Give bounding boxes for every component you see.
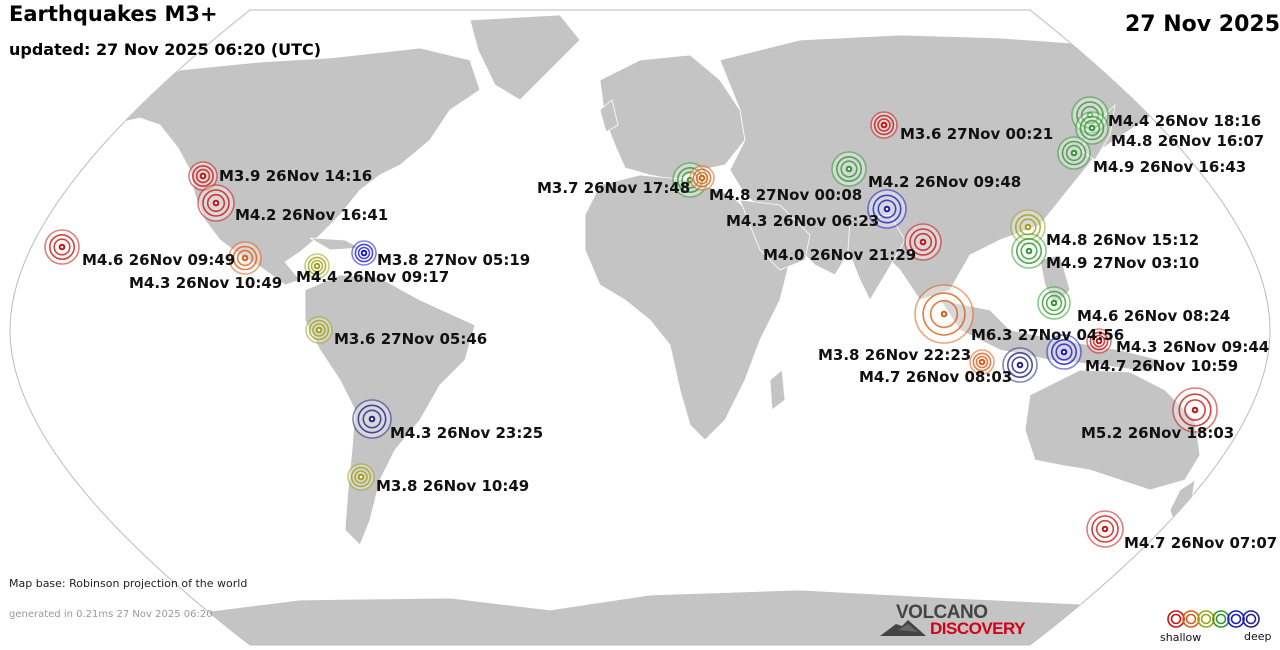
earthquake-marker[interactable]: [914, 284, 974, 344]
philippines-landmass: [1039, 254, 1071, 306]
earthquake-marker[interactable]: [867, 189, 907, 229]
quake-label[interactable]: M4.7 26Nov 10:59: [1085, 357, 1239, 375]
earthquake-marker[interactable]: [44, 229, 80, 265]
earthquake-marker[interactable]: [1172, 387, 1218, 433]
legend-deep-label: deep: [1244, 630, 1272, 643]
quake-label[interactable]: M4.7 26Nov 07:07: [1124, 534, 1278, 552]
earthquake-marker[interactable]: [304, 253, 330, 279]
earthquake-marker[interactable]: [305, 316, 333, 344]
quake-label[interactable]: M3.6 27Nov 05:46: [334, 330, 488, 348]
arabia-landmass: [739, 199, 811, 271]
map-base-note: Map base: Robinson projection of the wor…: [9, 577, 248, 590]
earthquake-marker[interactable]: [197, 184, 235, 222]
quake-label[interactable]: M4.3 26Nov 23:25: [390, 424, 544, 442]
quake-label[interactable]: M4.9 27Nov 03:10: [1046, 254, 1200, 272]
quake-label[interactable]: M4.3 26Nov 09:44: [1116, 338, 1270, 356]
north-america-landmass: [89, 47, 481, 286]
earthquake-marker[interactable]: [1086, 328, 1112, 354]
earthquake-marker[interactable]: [1057, 136, 1091, 170]
earthquake-marker[interactable]: [347, 463, 375, 491]
earthquake-marker[interactable]: [1011, 233, 1047, 269]
earthquake-marker[interactable]: [228, 241, 262, 275]
australia-landmass: [1024, 369, 1201, 491]
quake-label[interactable]: M3.9 26Nov 14:16: [219, 167, 373, 185]
india-landmass: [847, 214, 906, 301]
legend-ring: [1227, 610, 1245, 628]
earthquake-marker[interactable]: [351, 240, 377, 266]
caribbean-landmass: [309, 237, 362, 251]
legend-ring: [1182, 610, 1200, 628]
earthquake-marker[interactable]: [1086, 510, 1124, 548]
earthquake-marker[interactable]: [1046, 334, 1082, 370]
earthquake-marker[interactable]: [904, 223, 942, 261]
africa-landmass: [584, 174, 791, 441]
earthquake-marker[interactable]: [870, 111, 898, 139]
quake-label[interactable]: M5.2 26Nov 18:03: [1081, 424, 1235, 442]
legend-ring: [1242, 610, 1260, 628]
europe-landmass: [599, 54, 746, 181]
legend-ring: [1167, 610, 1185, 628]
quake-label[interactable]: M4.3 26Nov 06:23: [726, 212, 880, 230]
quake-label[interactable]: M4.6 26Nov 09:49: [82, 251, 236, 269]
quake-label[interactable]: M3.6 27Nov 00:21: [900, 125, 1054, 143]
quake-label[interactable]: M4.4 26Nov 18:16: [1108, 112, 1262, 130]
earthquake-marker[interactable]: [1075, 111, 1109, 145]
antarctica-landmass: [10, 589, 1270, 645]
quake-label[interactable]: M4.2 26Nov 16:41: [235, 206, 389, 224]
south-america-landmass: [304, 274, 476, 546]
legend-ring: [1212, 610, 1230, 628]
current-date: 27 Nov 2025: [1124, 12, 1280, 37]
earthquake-marker[interactable]: [689, 165, 715, 191]
depth-legend-rings: [1167, 610, 1260, 628]
quake-label[interactable]: M4.7 26Nov 08:03: [859, 368, 1013, 386]
logo-text-discovery: DISCOVERY: [930, 619, 1026, 638]
quake-label[interactable]: M4.8 27Nov 00:08: [709, 186, 863, 204]
earthquake-marker[interactable]: [1002, 347, 1038, 383]
quake-label[interactable]: M3.8 26Nov 10:49: [376, 477, 530, 495]
legend-shallow-label: shallow: [1160, 631, 1202, 644]
updated-timestamp: updated: 27 Nov 2025 06:20 (UTC): [9, 40, 322, 59]
quake-label[interactable]: M4.6 26Nov 08:24: [1077, 307, 1231, 325]
page-title: Earthquakes M3+: [9, 2, 218, 26]
earthquake-marker[interactable]: [352, 399, 392, 439]
greenland-landmass: [469, 14, 581, 101]
quake-label[interactable]: M6.3 27Nov 04:56: [971, 326, 1125, 344]
quake-label[interactable]: M4.3 26Nov 10:49: [129, 274, 283, 292]
quake-label[interactable]: M3.8 26Nov 22:23: [818, 346, 972, 364]
southeast-asia-islands: [939, 299, 1161, 373]
quake-label[interactable]: M4.9 26Nov 16:43: [1093, 158, 1247, 176]
volcano-icon: [880, 620, 926, 636]
quake-label[interactable]: M3.8 27Nov 05:19: [377, 251, 531, 269]
logo-text-volcano: VOLCANO: [896, 602, 988, 623]
quake-label[interactable]: M3.7 26Nov 17:48: [537, 179, 691, 197]
quake-label[interactable]: M4.2 26Nov 09:48: [868, 173, 1022, 191]
quake-label[interactable]: M4.8 26Nov 15:12: [1046, 231, 1200, 249]
earthquake-marker[interactable]: [969, 349, 995, 375]
depth-legend: shallow deep: [1160, 608, 1272, 648]
uk-landmass: [599, 99, 619, 133]
legend-ring: [1197, 610, 1215, 628]
volcano-discovery-logo[interactable]: VOLCANO DISCOVERY: [878, 602, 1038, 642]
generated-note: generated in 0.21ms 27 Nov 2025 06:20: [9, 609, 213, 620]
quake-label[interactable]: M4.4 26Nov 09:17: [296, 268, 450, 286]
quake-label[interactable]: M4.0 26Nov 21:29: [763, 246, 917, 264]
earthquake-marker[interactable]: [188, 161, 218, 191]
earthquake-marker[interactable]: [831, 151, 867, 187]
madagascar-landmass: [769, 369, 786, 411]
quake-label[interactable]: M4.8 26Nov 16:07: [1111, 132, 1265, 150]
earthquake-marker[interactable]: [1037, 286, 1071, 320]
